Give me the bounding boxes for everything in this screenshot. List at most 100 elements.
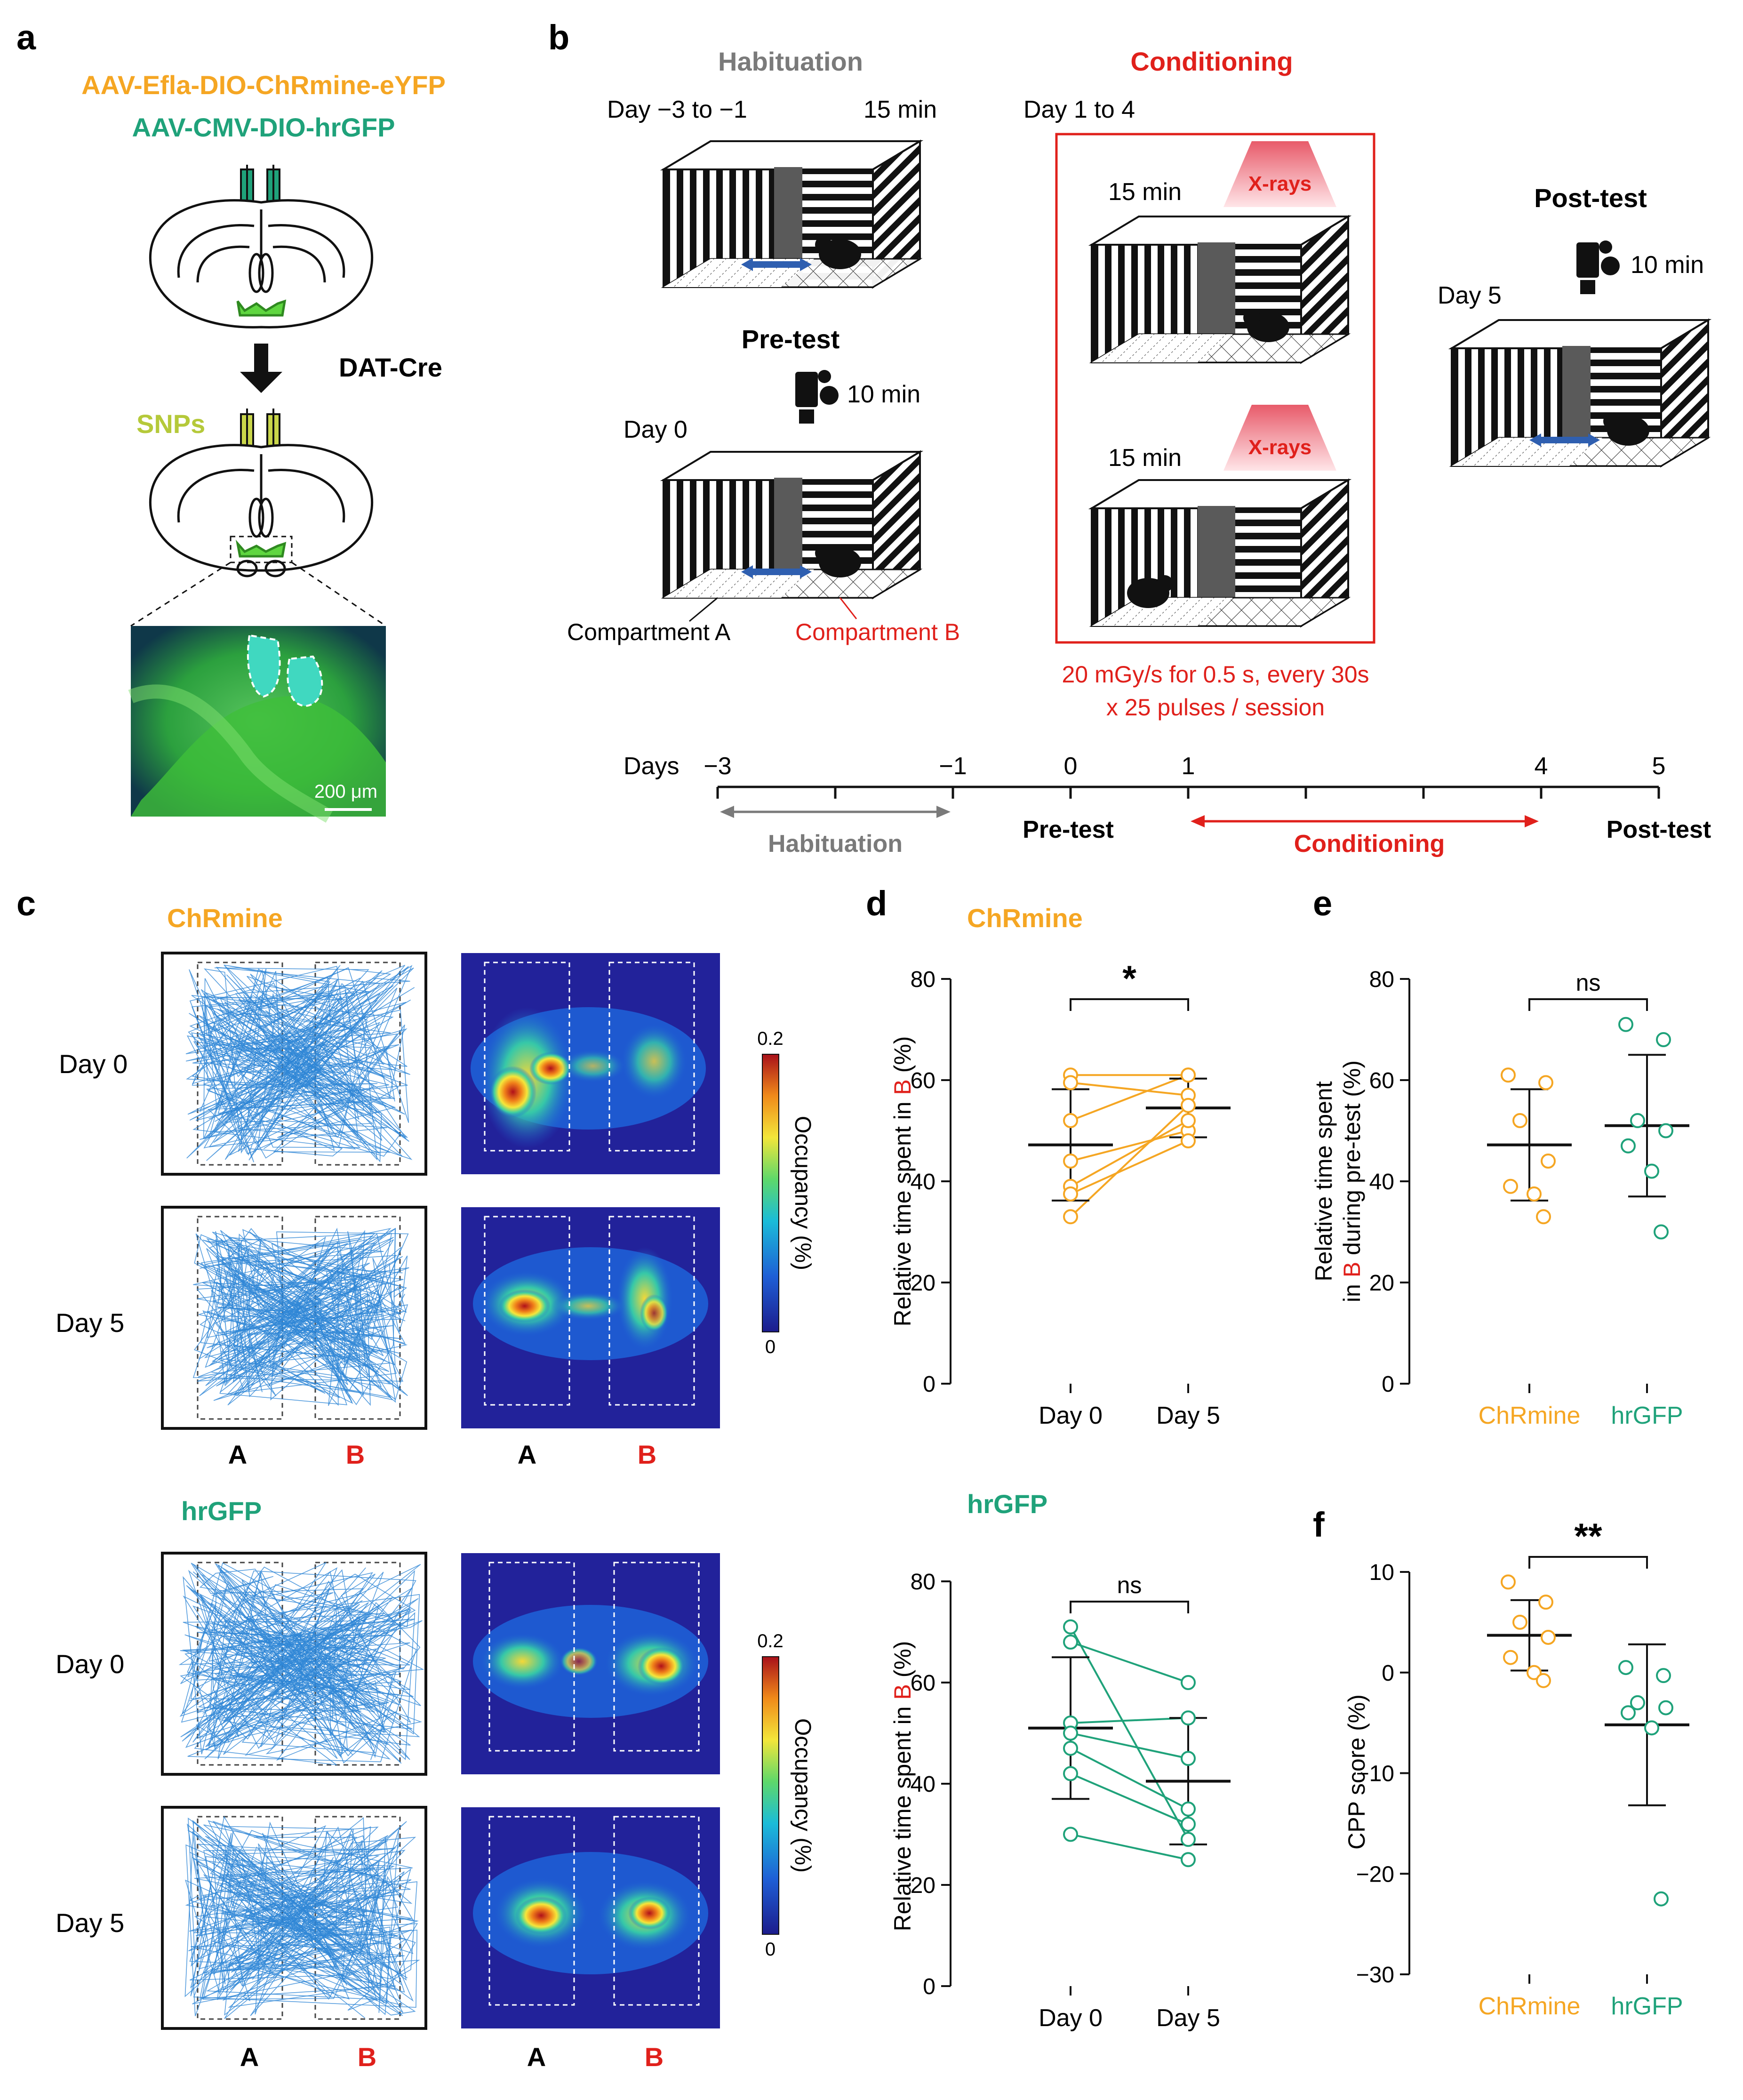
y-tick-label: 10 — [1369, 1560, 1394, 1585]
heatmap-chrmine-day5 — [461, 1207, 720, 1428]
label-b: B — [358, 2042, 376, 2072]
conditioning-protocol-line1: 20 mGy/s for 0.5 s, every 30s — [1062, 661, 1369, 688]
y-tick-label: 0 — [1382, 1661, 1394, 1686]
conditioning-duration-1: 15 min — [1108, 178, 1182, 206]
paired-line — [1070, 1732, 1189, 1760]
data-point — [1536, 1673, 1551, 1688]
timeline-tick: −1 — [939, 753, 967, 780]
y-tick-label: 80 — [911, 967, 935, 992]
habituation-duration: 15 min — [864, 96, 937, 123]
data-point — [1541, 1154, 1556, 1169]
paired-line — [1070, 1833, 1189, 1861]
data-point — [1063, 1154, 1078, 1169]
data-point — [1063, 1740, 1078, 1756]
data-point — [1630, 1695, 1645, 1710]
row-label-day5: Day 5 — [56, 1308, 124, 1338]
timeline-posttest: Post-test — [1607, 816, 1711, 843]
panel-f: f CPP score (%) 10 0 −10 −20 −30 ChRmine hrGFP… — [1313, 1505, 1689, 2020]
habituation-title: Habituation — [718, 47, 863, 76]
conditioning-days: Day 1 to 4 — [1023, 96, 1135, 123]
data-point — [1656, 1668, 1671, 1683]
cpp-box-habituation — [660, 139, 924, 289]
data-point — [1618, 1017, 1633, 1032]
xray-beam-icon — [1223, 141, 1336, 207]
y-tick-label: −10 — [1356, 1762, 1394, 1787]
brain-section-icon — [149, 199, 374, 329]
data-point — [1512, 1614, 1527, 1630]
trajectory-path — [191, 965, 413, 1160]
significance-bracket — [1528, 1555, 1648, 1569]
virus-hrgfp-label: AAV-CMV-DIO-hrGFP — [132, 112, 395, 142]
timeline: Days −3 −1 0 1 4 5 Habituation Pre-test … — [624, 753, 1711, 858]
data-point — [1063, 1209, 1078, 1225]
arrow-down-icon — [240, 344, 282, 393]
data-point — [1658, 1700, 1673, 1715]
panel-letter-e: e — [1313, 884, 1332, 923]
paired-line — [1070, 1074, 1189, 1122]
data-point — [1644, 1720, 1659, 1736]
data-point — [1063, 1075, 1078, 1090]
paired-line — [1070, 1130, 1189, 1162]
chrmine-title-d: ChRmine — [967, 903, 1083, 933]
colorbar-label: Occupancy (%) — [790, 1116, 815, 1270]
cpp-box-posttest — [1448, 318, 1712, 468]
paired-line — [1070, 1105, 1189, 1218]
xray-label-2: X-rays — [1248, 436, 1312, 459]
y-tick-label: −20 — [1356, 1862, 1394, 1887]
timeline-tick: 1 — [1182, 753, 1195, 780]
data-point — [1630, 1113, 1645, 1128]
y-tick-label: 80 — [911, 1570, 935, 1595]
significance-bracket — [1528, 998, 1648, 1011]
significance-label: ns — [1117, 1572, 1142, 1598]
trajectory-path — [197, 1227, 409, 1405]
label-b: B — [346, 1440, 365, 1469]
data-point — [1656, 1032, 1671, 1047]
colorbar-hrgfp: 0.2 0 Occupancy (%) — [757, 1631, 815, 1960]
xray-beam-icon — [1223, 405, 1336, 471]
hrgfp-title-d: hrGFP — [967, 1489, 1047, 1519]
data-point — [1181, 1801, 1196, 1817]
y-tick-label: 40 — [1369, 1170, 1394, 1194]
snps-label: SNPs — [136, 409, 205, 439]
data-point — [1181, 1067, 1196, 1083]
trajectory-path — [198, 1229, 409, 1405]
timeline-tick: −3 — [704, 753, 731, 780]
trajectory-path — [182, 1563, 423, 1763]
y-tick-label: 80 — [1369, 967, 1394, 992]
hrgfp-title-c: hrGFP — [181, 1496, 262, 1526]
pretest-duration: 10 min — [847, 381, 920, 408]
y-tick-label: 60 — [1369, 1068, 1394, 1093]
paired-line — [1070, 1626, 1189, 1840]
significance-label: ns — [1576, 970, 1601, 996]
x-tick-label: hrGFP — [1611, 1993, 1683, 2020]
timeline-tick: 4 — [1535, 753, 1548, 780]
paired-line — [1070, 1772, 1189, 1825]
data-point — [1501, 1067, 1516, 1083]
f-ylabel: CPP score (%) — [1343, 1694, 1370, 1850]
data-point — [1181, 1098, 1196, 1113]
y-tick-label: 40 — [911, 1772, 935, 1797]
y-tick-label: 20 — [1369, 1271, 1394, 1296]
posttest-title: Post-test — [1534, 183, 1647, 213]
data-point — [1063, 1766, 1078, 1781]
data-point — [1181, 1817, 1196, 1832]
y-tick-label: 0 — [923, 1974, 935, 1999]
label-b: B — [645, 2042, 664, 2072]
cpp-box-pretest — [660, 450, 924, 600]
y-tick-label: 20 — [911, 1271, 935, 1296]
panel-e: e Relative time spent in B during pre-te… — [1311, 884, 1689, 1429]
x-tick-label: Day 5 — [1156, 1402, 1220, 1429]
trajectory-path — [193, 1230, 401, 1406]
trajectory-path — [187, 1820, 418, 2013]
trajectory-path — [180, 1569, 416, 1745]
data-point — [1063, 1635, 1078, 1650]
chart-d-chrmine: 0 20 40 60 80 Day 0 Day 5 * — [911, 959, 1231, 1429]
compartment-b-label: Compartment B — [795, 619, 960, 645]
x-tick-label: hrGFP — [1611, 1402, 1683, 1429]
habituation-days: Day −3 to −1 — [607, 96, 747, 123]
trajectory-path — [186, 966, 414, 1161]
timeline-pretest: Pre-test — [1023, 816, 1114, 843]
brain-section-icon — [149, 444, 374, 577]
camera-icon — [795, 370, 839, 424]
